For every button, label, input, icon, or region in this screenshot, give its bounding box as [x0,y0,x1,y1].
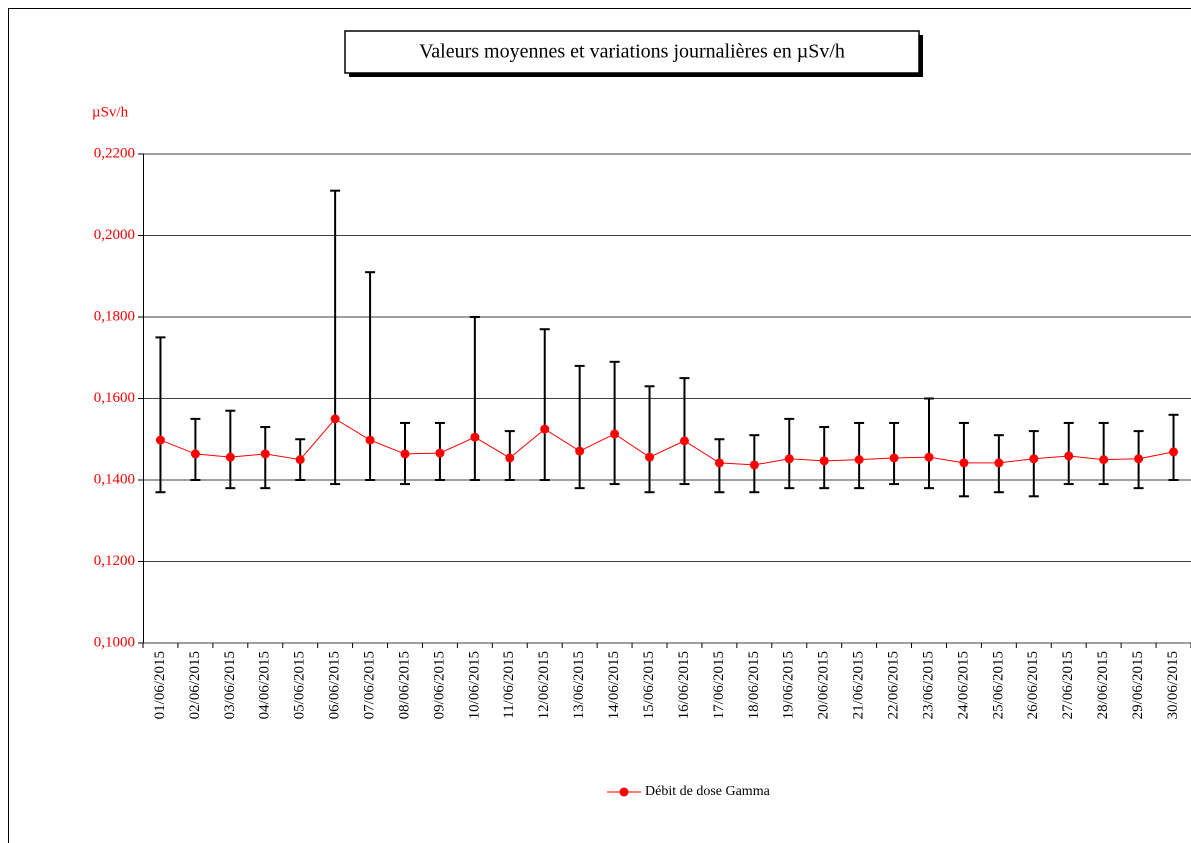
y-tick-label: 0,1000 [94,634,135,650]
y-axis-label: µSv/h [92,104,129,120]
y-tick-label: 0,1400 [94,471,135,487]
x-tick-label: 19/06/2015 [781,651,797,719]
title-box [344,30,920,74]
data-point [610,429,620,439]
data-point [1064,451,1074,461]
x-tick-label: 02/06/2015 [187,651,203,719]
data-point [505,453,515,463]
x-tick-label: 10/06/2015 [466,651,482,719]
y-tick-label: 0,1800 [94,308,135,324]
data-point [155,435,165,445]
legend-label: Débit de dose Gamma [645,784,771,799]
data-point [1099,455,1109,465]
x-tick-label: 26/06/2015 [1025,651,1041,719]
data-point [1134,454,1144,464]
data-point [819,456,829,466]
x-tick-label: 20/06/2015 [816,651,832,719]
x-tick-label: 03/06/2015 [222,651,238,719]
x-tick-label: 23/06/2015 [920,651,936,719]
x-tick-label: 16/06/2015 [676,651,692,719]
x-tick-label: 04/06/2015 [257,651,273,719]
data-point [225,452,235,462]
x-tick-label: 13/06/2015 [571,651,587,719]
data-point [959,458,969,468]
x-tick-label: 05/06/2015 [292,651,308,719]
data-point [400,449,410,459]
x-tick-label: 11/06/2015 [501,651,517,719]
y-tick-label: 0,1200 [94,553,135,569]
x-tick-label: 17/06/2015 [711,651,727,719]
data-point [994,458,1004,468]
y-tick-label: 0,2200 [94,145,135,161]
data-point [749,460,759,470]
data-point [679,436,689,446]
x-tick-label: 30/06/2015 [1165,651,1181,719]
x-tick-label: 06/06/2015 [327,651,343,719]
x-tick-label: 21/06/2015 [851,651,867,719]
x-tick-label: 14/06/2015 [606,651,622,719]
x-tick-label: 01/06/2015 [152,651,168,719]
x-tick-label: 27/06/2015 [1060,651,1076,719]
data-point [365,435,375,445]
data-point [714,458,724,468]
data-point [435,448,445,458]
x-tick-label: 12/06/2015 [536,651,552,719]
data-point [889,453,899,463]
x-tick-label: 07/06/2015 [362,651,378,719]
x-tick-label: 15/06/2015 [641,651,657,719]
data-point [854,455,864,465]
data-point [1169,447,1179,457]
series-line [160,418,1174,466]
x-tick-label: 22/06/2015 [886,651,902,719]
data-point [295,455,305,465]
data-point [1029,454,1039,464]
data-point [575,446,585,456]
x-tick-label: 28/06/2015 [1095,651,1111,719]
y-tick-label: 0,2000 [94,227,135,243]
data-point [924,452,934,462]
data-point [190,449,200,459]
data-point [330,414,340,424]
data-point [784,454,794,464]
x-tick-label: 18/06/2015 [746,651,762,719]
chart-title: Valeurs moyennes et variations journaliè… [419,41,845,63]
x-tick-label: 29/06/2015 [1130,651,1146,719]
legend-marker [619,787,629,797]
data-point [260,449,270,459]
data-point [470,432,480,442]
data-point [540,424,550,434]
y-tick-label: 0,1600 [94,390,135,406]
x-tick-label: 24/06/2015 [955,651,971,719]
x-tick-label: 25/06/2015 [990,651,1006,719]
x-tick-label: 09/06/2015 [431,651,447,719]
x-tick-label: 08/06/2015 [396,651,412,719]
data-point [645,452,655,462]
